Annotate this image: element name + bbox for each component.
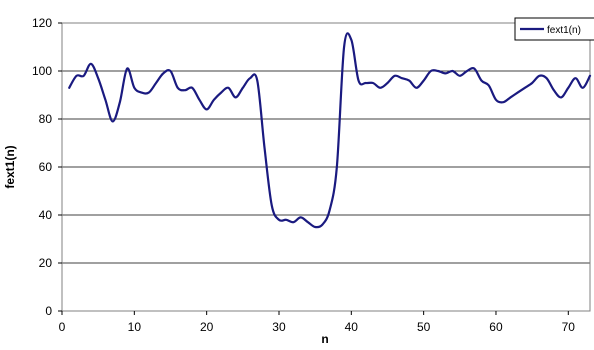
x-tick-label: 20: [200, 320, 214, 334]
legend-label-fext1: fext1(n): [547, 25, 581, 36]
y-tick-label: 20: [39, 256, 53, 270]
x-tick-label: 0: [59, 320, 66, 334]
legend-box: [514, 17, 594, 41]
y-tick-label: 40: [39, 208, 53, 222]
x-tick-label: 30: [272, 320, 286, 334]
x-axis-ticks: 0 10 20 30 40 50 60 70: [59, 311, 576, 334]
y-tick-label: 60: [39, 160, 53, 174]
series-line-fext1: [68, 32, 592, 229]
y-axis-title: fext1(n): [3, 145, 17, 188]
x-tick-label: 60: [489, 320, 503, 334]
y-tick-label: 120: [32, 16, 52, 30]
x-tick-label: 50: [417, 320, 431, 334]
y-tick-label: 0: [45, 304, 52, 318]
y-axis-ticks: 0 20 40 60 80 100 120: [32, 16, 62, 318]
x-axis-title: n: [321, 332, 328, 346]
y-tick-label: 80: [39, 112, 53, 126]
y-tick-label: 100: [32, 64, 52, 78]
legend: fext1(n): [514, 17, 594, 41]
gridlines: [62, 70, 590, 264]
x-tick-label: 70: [562, 320, 576, 334]
x-tick-label: 10: [128, 320, 142, 334]
x-tick-label: 40: [345, 320, 359, 334]
